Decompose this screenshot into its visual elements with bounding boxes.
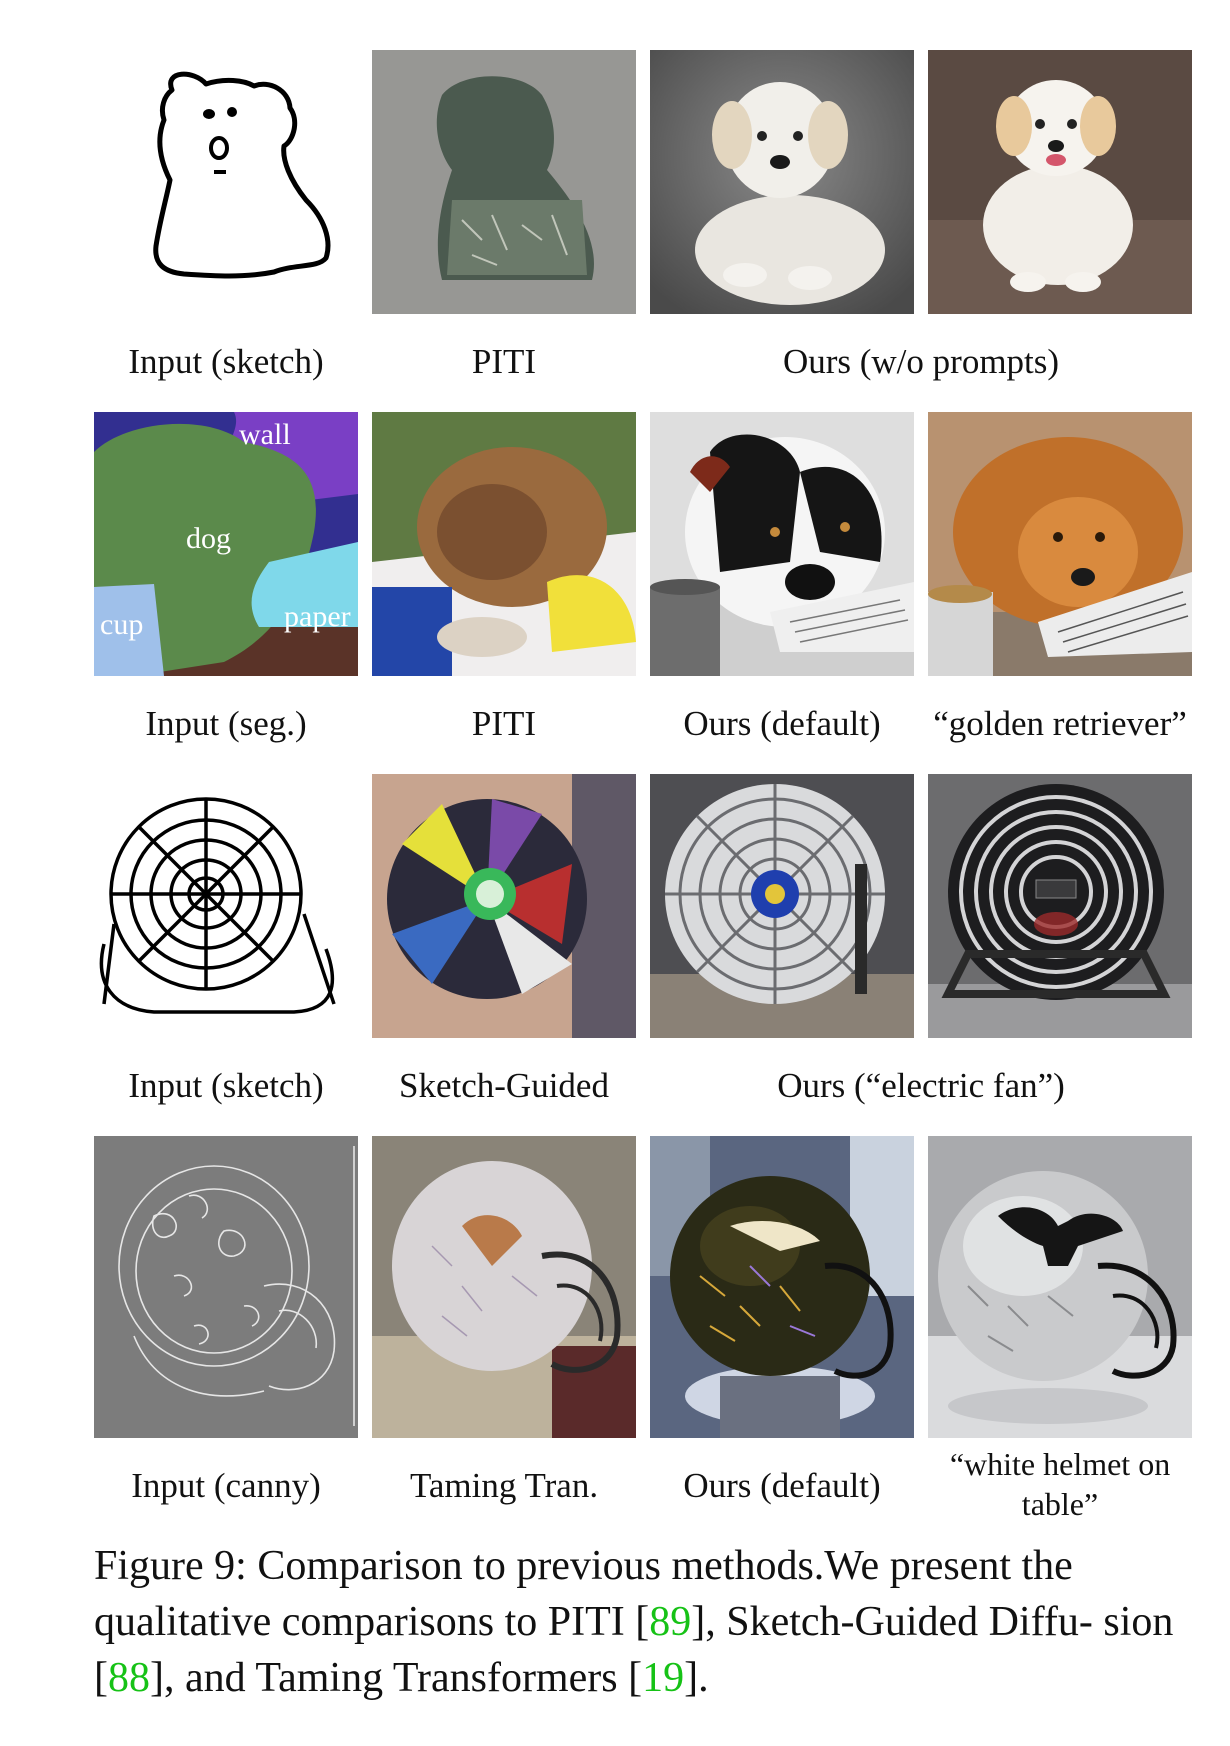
input-sketch-dog-image [94,50,358,314]
caption-input-sketch-1: Input (sketch) [128,342,324,381]
sketch-guided-fan-image [372,774,636,1038]
caption-white-helmet-on-table: “white helmet on table” [949,1446,1171,1522]
caption-text-prefix: Figure 9: Comparison to previous methods… [94,1543,1073,1645]
caption-input-sketch-2: Input (sketch) [128,1066,324,1105]
caption-text-suffix: ]. [684,1655,709,1701]
reference-link-19[interactable]: 19 [642,1655,685,1701]
ours-default-dog-image [650,412,914,676]
caption-input-seg: Input (seg.) [145,704,307,743]
reference-link-89[interactable]: 89 [649,1599,692,1645]
taming-transformers-helmet-image [372,1136,636,1438]
caption-text-mid-1: ], Sketch-Guided Diffu- sion [ [94,1599,1174,1701]
ours-dog-no-prompt-image-1 [650,50,914,314]
white-helmet-on-table-image [928,1136,1192,1438]
caption-ours-default-helmet: Ours (default) [683,1466,881,1505]
seg-label-wall: wall [239,418,291,451]
golden-retriever-image [928,412,1192,676]
piti-dog-seg-image [372,412,636,676]
reference-link-88[interactable]: 88 [108,1655,150,1701]
caption-taming-tran: Taming Tran. [409,1466,599,1505]
ours-electric-fan-image-2 [928,774,1192,1038]
input-sketch-fan-image [94,774,358,1038]
caption-ours-default-dog: Ours (default) [683,704,881,743]
input-segmentation-map-image: wall dog cup paper [94,412,358,676]
figure-caption: Figure 9: Comparison to previous methods… [94,1538,1204,1706]
ours-electric-fan-image-1 [650,774,914,1038]
piti-dog-image [372,50,636,314]
seg-label-dog: dog [186,522,231,555]
caption-golden-retriever: “golden retriever” [933,704,1187,743]
seg-label-paper: paper [284,600,351,633]
caption-piti-1: PITI [471,342,537,381]
ours-default-helmet-image [650,1136,914,1438]
seg-label-cup: cup [100,608,144,641]
ours-dog-no-prompt-image-2 [928,50,1192,314]
caption-sketch-guided: Sketch-Guided [399,1066,609,1105]
caption-ours-no-prompts: Ours (w/o prompts) [782,342,1060,381]
input-canny-helmet-image [94,1136,358,1438]
caption-ours-electric-fan: Ours (“electric fan”) [777,1066,1065,1105]
caption-piti-2: PITI [471,704,537,743]
caption-input-canny: Input (canny) [131,1466,321,1505]
caption-text-mid-2: ], and Taming Transformers [ [150,1655,643,1701]
